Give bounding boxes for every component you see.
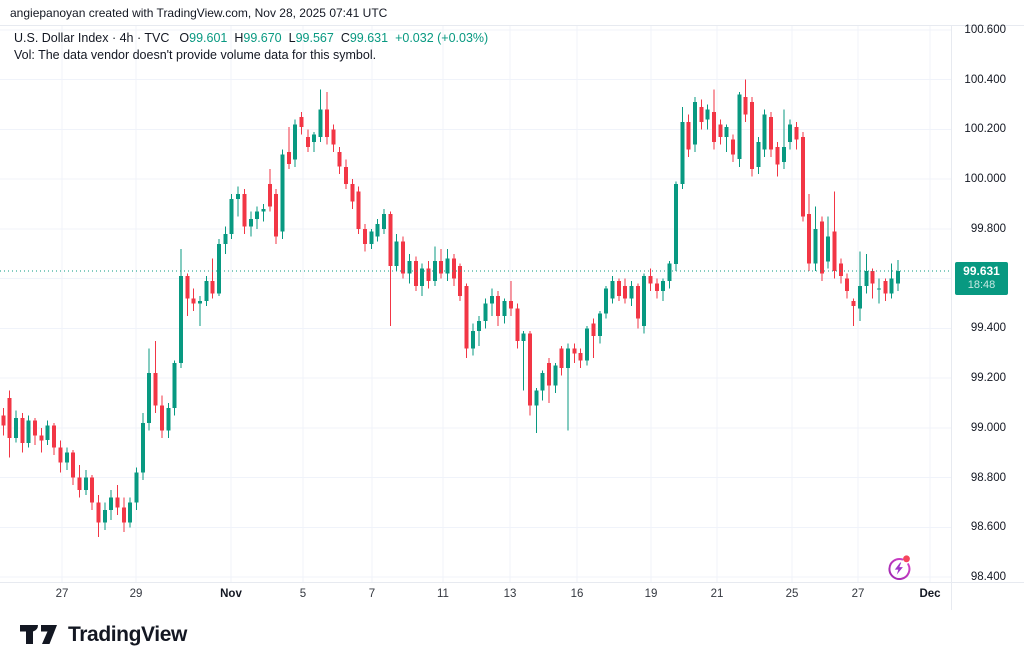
flash-boost-icon[interactable]	[884, 552, 914, 582]
ohlc-h: H99.670	[234, 31, 282, 45]
ohlc-l: L99.567	[288, 31, 334, 45]
price-axis-border	[951, 26, 952, 610]
time-tick-19: 19	[644, 588, 658, 600]
change-value: +0.032 (+0.03%)	[395, 31, 489, 45]
price-tick-99.400: 99.400	[970, 322, 1006, 335]
ohlc-c: C99.631	[340, 31, 389, 45]
price-tick-99.800: 99.800	[970, 222, 1006, 235]
price-tick-100.000: 100.000	[964, 173, 1006, 186]
time-tick-27: 27	[55, 588, 69, 600]
price-tick-99.000: 99.000	[970, 421, 1006, 434]
volume-note: Vol: The data vendor doesn't provide vol…	[14, 48, 377, 62]
notification-dot	[903, 555, 910, 563]
tradingview-logo-mark	[20, 625, 57, 644]
price-tick-100.600: 100.600	[964, 24, 1006, 36]
price-tick-98.400: 98.400	[970, 571, 1006, 583]
time-axis-border	[0, 582, 1024, 583]
time-tick-11: 11	[437, 588, 449, 600]
price-tick-98.600: 98.600	[970, 521, 1006, 534]
price-tick-99.200: 99.200	[970, 372, 1006, 385]
time-tick-Dec: Dec	[919, 588, 941, 600]
price-tick-98.800: 98.800	[970, 471, 1006, 484]
bar-countdown: 18:48	[967, 279, 996, 291]
time-tick-16: 16	[570, 588, 584, 600]
price-tick-100.400: 100.400	[964, 73, 1006, 86]
current-price-badge[interactable]: 99.631 18:48	[955, 262, 1008, 295]
time-tick-13: 13	[503, 588, 517, 600]
symbol-legend[interactable]: U.S. Dollar Index · 4h · TVC O99.601 H99.6…	[14, 30, 488, 64]
tradingview-footer[interactable]: TradingView	[18, 621, 187, 648]
time-tick-27: 27	[851, 588, 865, 600]
ohlc-values: O99.601 H99.670 L99.567 C99.631	[179, 31, 395, 45]
tradingview-wordmark: TradingView	[68, 622, 187, 646]
time-tick-5: 5	[299, 588, 307, 600]
price-tick-100.200: 100.200	[964, 123, 1006, 136]
header-divider	[0, 25, 1024, 26]
time-tick-Nov: Nov	[220, 588, 242, 600]
current-price-value: 99.631	[963, 264, 1000, 278]
attribution-text: angiepanoyan created with TradingView.co…	[10, 6, 388, 20]
ohlc-o: O99.601	[179, 31, 228, 45]
legend-ohlc-row: U.S. Dollar Index · 4h · TVC O99.601 H99.6…	[14, 30, 488, 47]
time-tick-21: 21	[710, 588, 724, 600]
time-tick-25: 25	[785, 588, 799, 600]
symbol-title[interactable]: U.S. Dollar Index · 4h · TVC	[14, 31, 170, 45]
time-tick-7: 7	[368, 588, 376, 600]
time-tick-29: 29	[129, 588, 143, 600]
